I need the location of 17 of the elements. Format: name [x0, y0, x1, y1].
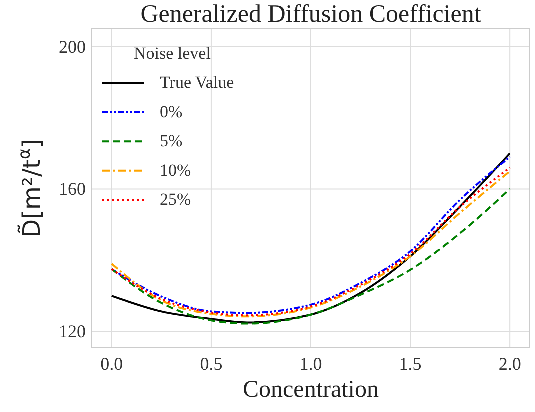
x-tick-label: 0.5 [200, 354, 223, 374]
x-tick-label: 2.0 [498, 354, 522, 374]
y-tick-label: 120 [59, 322, 86, 342]
legend-title: Noise level [134, 44, 212, 63]
chart-title: Generalized Diffusion Coefficient [140, 1, 482, 28]
legend-label: 10% [160, 160, 192, 180]
y-tick-label: 200 [59, 36, 86, 57]
x-axis-title: Concentration [243, 377, 379, 403]
legend-label: 25% [160, 190, 192, 210]
legend-label: True Value [160, 73, 234, 92]
legend-label: 5% [160, 132, 183, 151]
x-tick-label: 1.0 [300, 354, 322, 374]
legend-label: 0% [160, 102, 183, 122]
line-series [110, 188, 512, 325]
y-tick-label: 160 [59, 179, 86, 200]
x-tick-label: 0.0 [100, 354, 124, 374]
x-tick-label: 1.5 [399, 354, 422, 374]
